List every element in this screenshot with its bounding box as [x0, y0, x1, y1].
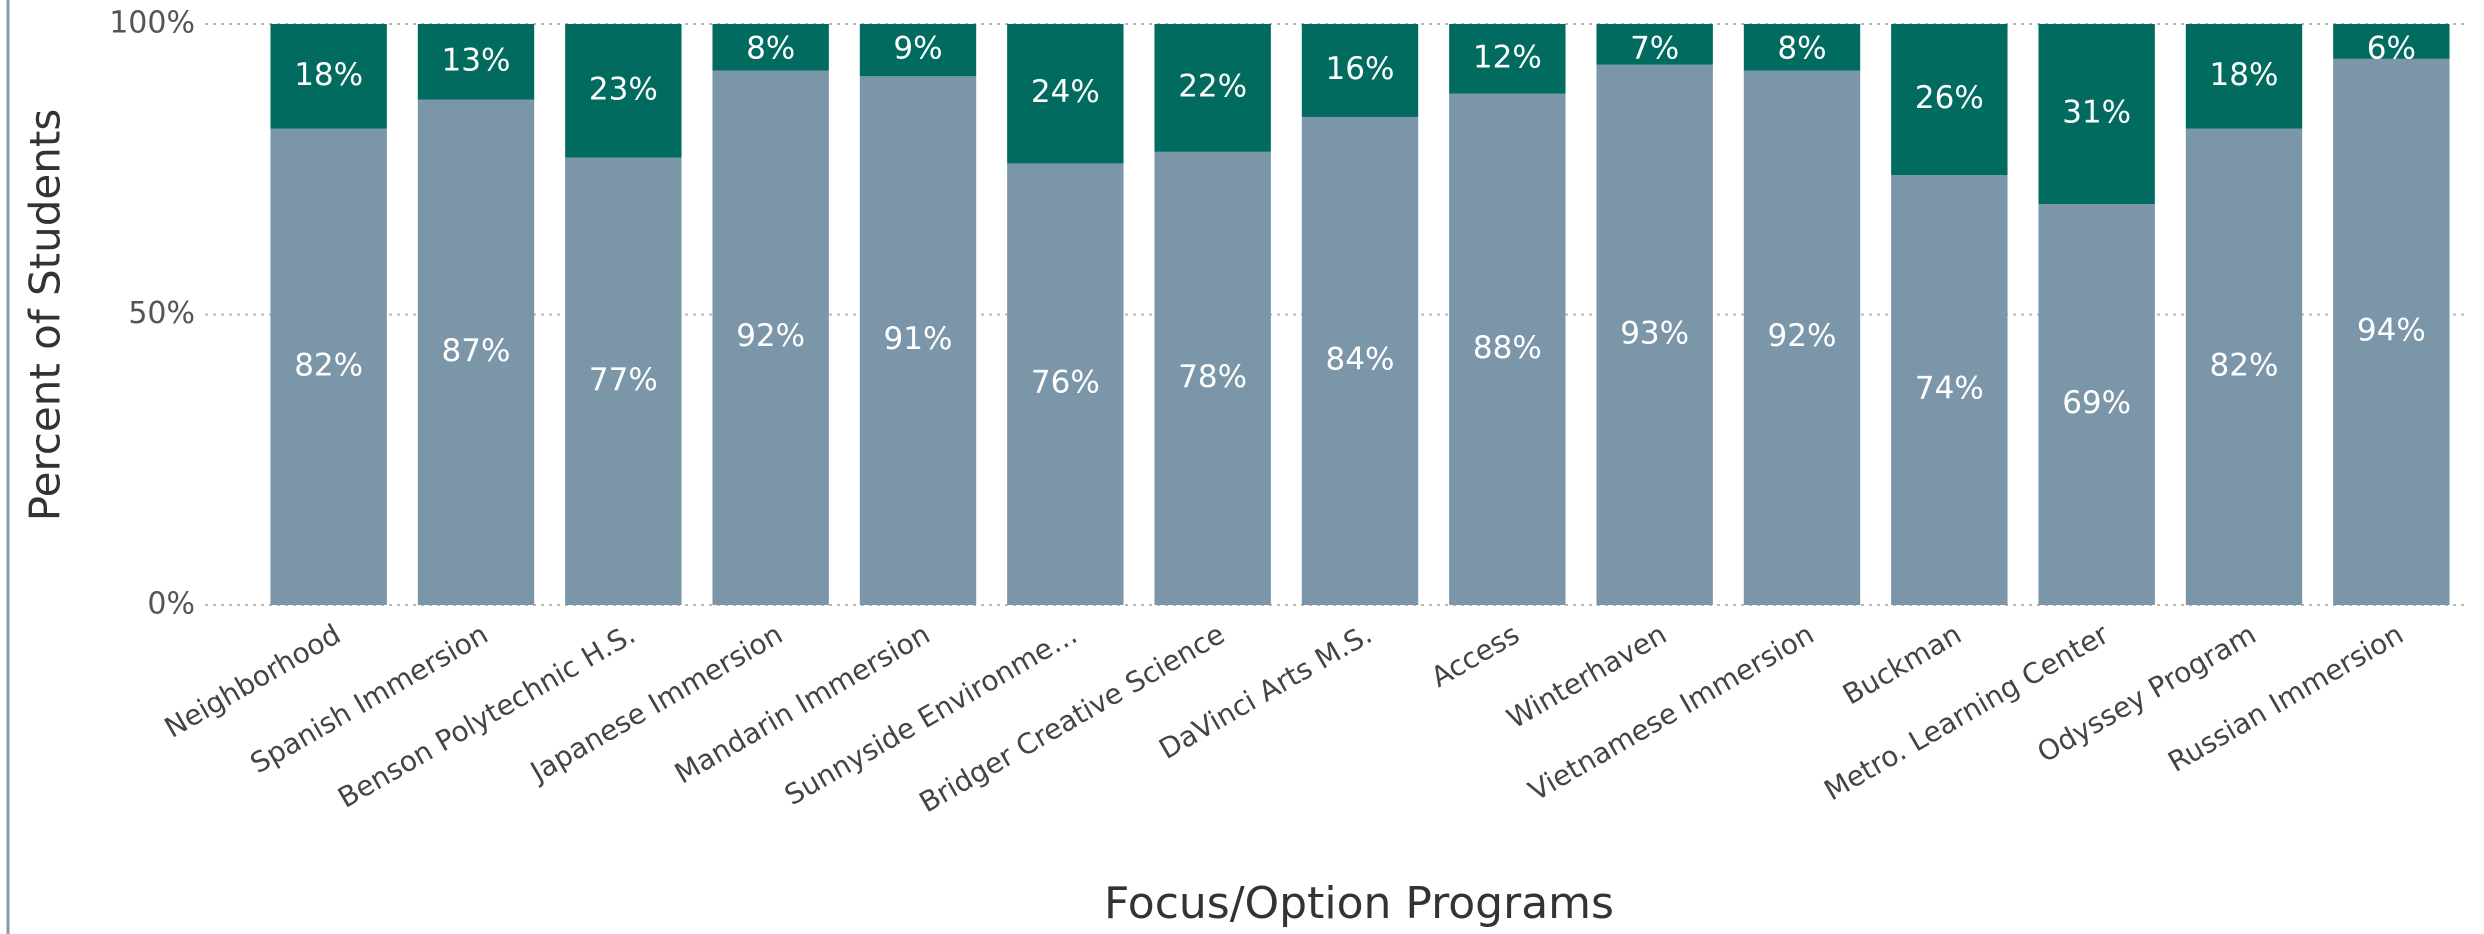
y-tick-label: 100% — [109, 6, 195, 41]
data-label: 69% — [2062, 385, 2131, 421]
x-tick-label: Japanese Immersion — [523, 617, 788, 789]
data-label: 26% — [1915, 80, 1984, 116]
data-label: 23% — [589, 71, 658, 107]
data-label: 91% — [884, 321, 953, 357]
data-label: 8% — [1777, 31, 1826, 67]
chart: Percent of Students Focus/Option Program… — [0, 0, 2484, 934]
data-label: 8% — [746, 31, 795, 67]
data-label: 82% — [2210, 347, 2279, 383]
x-tick-label: Russian Immersion — [2162, 617, 2408, 778]
data-label: 18% — [2210, 57, 2279, 93]
data-label: 12% — [1473, 39, 1542, 75]
data-label: 77% — [589, 362, 658, 398]
x-tick-label: Mandarin Immersion — [669, 617, 936, 790]
data-label: 93% — [1620, 315, 1689, 351]
x-axis-title: Focus/Option Programs — [1104, 878, 1614, 929]
y-tick-label: 50% — [128, 296, 195, 331]
data-label: 78% — [1178, 359, 1247, 395]
x-tick-label: Buckman — [1837, 617, 1967, 711]
data-label: 87% — [442, 333, 511, 369]
data-label: 84% — [1326, 341, 1395, 377]
data-label: 82% — [294, 347, 363, 383]
y-tick-label: 0% — [147, 587, 195, 622]
data-label: 24% — [1031, 74, 1100, 110]
page: {"chart_data": { "type": "stacked-bar", … — [0, 0, 2484, 934]
x-tick-label: Access — [1425, 617, 1525, 694]
data-label: 22% — [1178, 68, 1247, 104]
x-tick-label: Spanish Immersion — [245, 617, 494, 780]
data-label: 92% — [1768, 318, 1837, 354]
data-label: 13% — [442, 42, 511, 78]
data-label: 88% — [1473, 330, 1542, 366]
data-label: 31% — [2062, 95, 2131, 131]
data-label: 9% — [893, 31, 942, 67]
y-axis-title: Percent of Students — [21, 109, 70, 521]
data-label: 94% — [2357, 312, 2426, 348]
data-label: 16% — [1326, 51, 1395, 87]
data-label: 7% — [1630, 31, 1679, 67]
data-label: 74% — [1915, 371, 1984, 407]
data-label: 92% — [736, 318, 805, 354]
data-label: 76% — [1031, 365, 1100, 401]
data-label: 18% — [294, 57, 363, 93]
data-label: 6% — [2367, 31, 2416, 67]
